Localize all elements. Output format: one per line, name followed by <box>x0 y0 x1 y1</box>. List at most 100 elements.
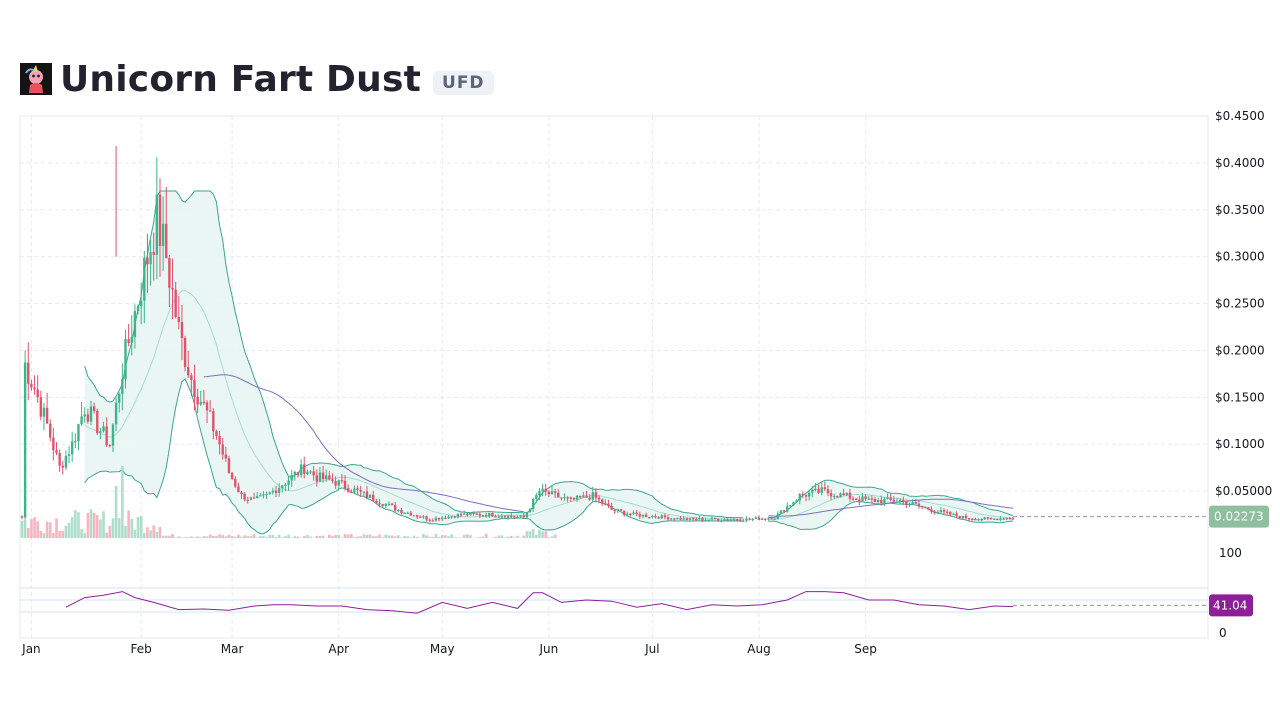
volume-bar <box>92 512 96 538</box>
price-tick-label: $0.4000 <box>1215 156 1265 170</box>
volume-bar <box>318 536 322 538</box>
candle-body <box>942 510 946 512</box>
candle-body <box>999 518 1002 521</box>
volume-bar <box>343 533 347 538</box>
candle-body <box>36 389 39 398</box>
candle-body <box>96 410 99 434</box>
volume-bar <box>296 536 300 538</box>
candle-body <box>390 503 394 506</box>
volume-bar <box>453 537 457 538</box>
volume-bar <box>149 530 152 538</box>
time-tick-label: May <box>430 642 455 656</box>
candle-body <box>974 518 977 521</box>
volume-bar <box>522 535 526 538</box>
volume-bar <box>356 536 359 538</box>
volume-bar <box>500 535 504 538</box>
volume-bar <box>252 534 256 538</box>
volume-bar <box>359 536 362 538</box>
candle-body <box>356 488 359 490</box>
candle-body <box>804 495 808 497</box>
bollinger-band-fill <box>768 480 1013 530</box>
rsi-tick-label: 0 <box>1219 626 1227 640</box>
candle-body <box>127 339 130 343</box>
candle-body <box>466 513 469 516</box>
candle-body <box>851 498 855 500</box>
volume-bar <box>26 528 30 538</box>
candle-body <box>265 493 268 496</box>
candle-body <box>177 316 181 323</box>
candle-body <box>917 503 921 506</box>
volume-bar <box>177 536 181 538</box>
volume-bar <box>456 537 460 538</box>
candle-body <box>299 464 303 476</box>
candle-body <box>365 491 369 498</box>
candle-body <box>641 514 645 517</box>
price-tick-label: $0.2000 <box>1215 343 1265 357</box>
candle-body <box>296 471 300 476</box>
volume-bar <box>196 536 199 538</box>
volume-bar <box>434 534 438 538</box>
volume-bar <box>346 534 350 538</box>
volume-bar <box>365 535 369 538</box>
candle-body <box>143 257 146 301</box>
volume-bar <box>80 529 83 538</box>
candle-body <box>579 495 582 498</box>
volume-bar <box>302 535 306 538</box>
candle-body <box>594 492 598 498</box>
volume-bar <box>375 536 378 538</box>
candle-body <box>610 505 613 510</box>
volume-bar <box>64 525 68 538</box>
candle-body <box>23 362 27 518</box>
candle-body <box>713 517 717 520</box>
candle-body <box>782 510 786 512</box>
candle-body <box>547 491 551 495</box>
candle-body <box>277 488 281 493</box>
volume-bar <box>136 516 140 538</box>
volume-bar <box>77 512 80 538</box>
candle-body <box>494 516 497 518</box>
volume-bar <box>164 535 168 538</box>
volume-bar <box>277 534 281 538</box>
candle-body <box>776 513 779 519</box>
candle-body <box>453 516 456 518</box>
candle-body <box>55 450 58 454</box>
candle-body <box>1005 517 1008 520</box>
candle-body <box>635 512 638 515</box>
candle-body <box>1011 518 1015 520</box>
candle-body <box>256 496 259 499</box>
volume-bar <box>328 534 331 538</box>
volume-bar <box>259 535 262 538</box>
candle-body <box>105 426 108 446</box>
candle-body <box>754 517 758 519</box>
bollinger-upper-line <box>84 190 242 403</box>
candle-body <box>393 505 397 511</box>
candle-body <box>444 517 447 519</box>
candle-body <box>33 387 36 390</box>
candle-body <box>187 367 190 376</box>
candle-body <box>387 503 391 505</box>
candle-body <box>375 500 378 504</box>
candle-body <box>745 518 748 521</box>
volume-bar <box>422 533 425 538</box>
volume-bar <box>202 536 206 538</box>
candle-body <box>638 514 642 517</box>
candle-body <box>431 520 435 522</box>
candle-body <box>240 492 243 494</box>
volume-bar <box>111 518 115 538</box>
candle-body <box>284 484 287 486</box>
candle-body <box>353 488 356 492</box>
candle-body <box>1002 518 1005 520</box>
candle-body <box>817 488 820 493</box>
volume-bar <box>158 527 162 538</box>
candle-body <box>70 441 74 455</box>
candle-body <box>600 499 604 504</box>
candle-body <box>807 492 811 497</box>
candle-body <box>243 493 246 500</box>
volume-bar <box>349 534 353 538</box>
candle-body <box>92 406 96 411</box>
candle-body <box>321 472 325 480</box>
candle-body <box>462 513 466 515</box>
candle-body <box>149 252 152 265</box>
candle-body <box>569 497 573 499</box>
